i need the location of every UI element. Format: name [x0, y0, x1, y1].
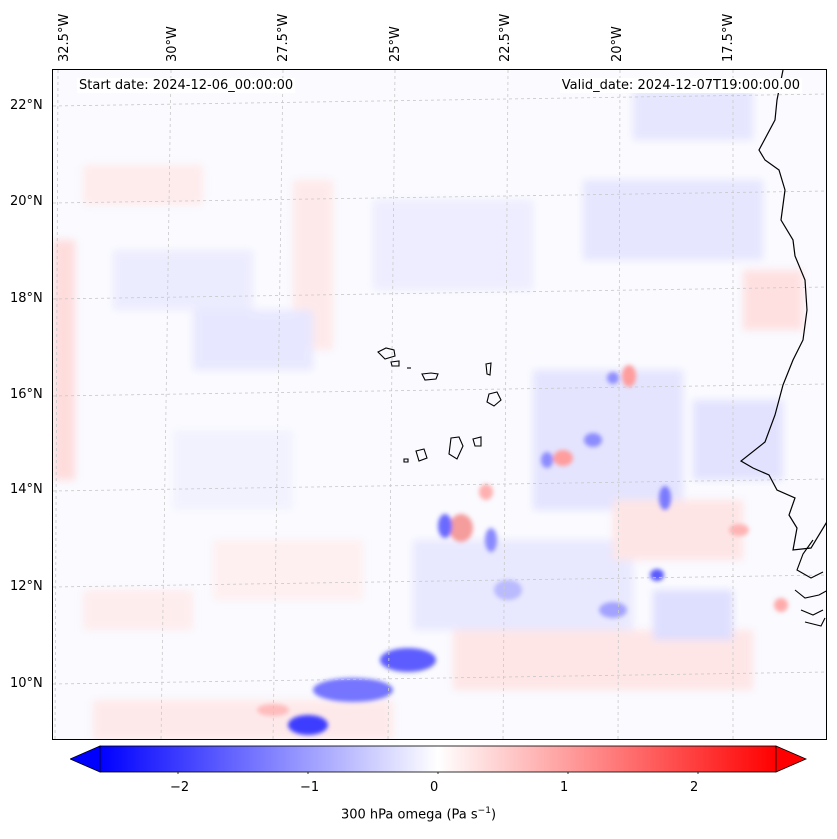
colorbar-max-extend — [775, 745, 808, 773]
colorbar-tick-label: 1 — [560, 780, 569, 795]
lon-label-32-5w: 32.5°W — [57, 13, 72, 62]
start-date-label: Start date: 2024-12-06_00:00:00 — [77, 78, 296, 93]
colorbar-label-exponent: −1 — [477, 806, 491, 816]
lon-label-27-5w: 27.5°W — [276, 13, 291, 62]
colorbar-gradient — [99, 745, 777, 773]
colorbar-tick-label: 0 — [430, 780, 439, 795]
colorbar-label-close: ) — [490, 807, 497, 823]
colorbar-label: 300 hPa omega (Pa s−1) — [0, 806, 837, 822]
colorbar — [70, 745, 808, 774]
lat-label-12n: 12°N — [10, 579, 43, 594]
lat-label-10n: 10°N — [10, 676, 43, 691]
colorbar-label-text: 300 hPa omega (Pa s — [340, 807, 478, 823]
lat-label-16n: 16°N — [10, 387, 43, 402]
lat-label-18n: 18°N — [10, 291, 43, 306]
lon-label-17-5w: 17.5°W — [721, 13, 736, 62]
lat-label-20n: 20°N — [10, 194, 43, 209]
colorbar-tick-label: −1 — [300, 780, 320, 795]
lat-label-22n: 22°N — [10, 98, 43, 113]
lon-label-25w: 25°W — [388, 26, 403, 62]
omega-field — [53, 70, 826, 739]
omega-map: Start date: 2024-12-06_00:00:00 Valid_da… — [52, 69, 827, 740]
colorbar-min-extend — [70, 745, 101, 773]
valid-date-label: Valid_date: 2024-12-07T19:00:00.00 — [559, 78, 802, 93]
lat-label-14n: 14°N — [10, 482, 43, 497]
colorbar-tick-label: −2 — [170, 780, 190, 795]
lon-label-20w: 20°W — [610, 26, 625, 62]
lon-label-30w: 30°W — [165, 26, 180, 62]
lon-label-22-5w: 22.5°W — [498, 13, 513, 62]
colorbar-tick-label: 2 — [690, 780, 699, 795]
